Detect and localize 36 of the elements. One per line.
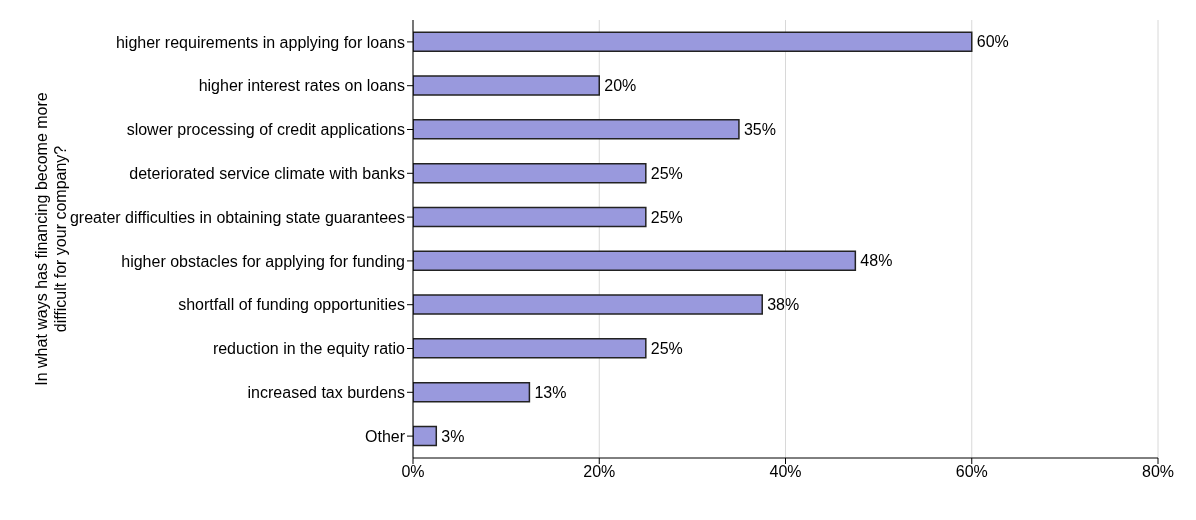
- y-tick-label: higher interest rates on loans: [198, 77, 405, 95]
- bar: [413, 119, 740, 140]
- data-label: 35%: [743, 121, 776, 139]
- bar: [413, 162, 647, 184]
- data-label: 20%: [604, 77, 637, 95]
- data-label: 25%: [650, 340, 683, 358]
- y-tick-label: increased tax burdens: [247, 383, 405, 401]
- bar: [413, 250, 857, 272]
- y-tick-label: deteriorated service climate with banks: [129, 164, 405, 182]
- data-label: 25%: [650, 164, 683, 182]
- x-tick-label: 40%: [769, 463, 802, 481]
- x-tick-label: 60%: [955, 463, 988, 481]
- bar: [413, 206, 647, 228]
- data-label: 25%: [650, 208, 683, 226]
- bar: [413, 338, 647, 359]
- data-label: 3%: [441, 427, 465, 445]
- y-tick-label: slower processing of credit applications: [126, 121, 405, 139]
- data-label: 38%: [767, 296, 800, 314]
- x-tick-label: 20%: [583, 463, 616, 481]
- y-tick-label: higher requirements in applying for loans: [115, 33, 405, 51]
- bar: [413, 75, 600, 96]
- bar: [413, 425, 438, 447]
- bar: [413, 381, 531, 403]
- x-tick-label: 0%: [401, 463, 425, 481]
- x-tick-label: 80%: [1141, 463, 1175, 481]
- bar: [413, 31, 973, 53]
- y-tick-label: Other: [364, 427, 406, 445]
- y-axis-title: In what ways has financing become more difficult for your company?: [32, 92, 69, 386]
- y-tick-label: reduction in the equity ratio: [212, 340, 406, 358]
- data-label: 13%: [534, 383, 567, 401]
- data-label: 48%: [860, 252, 893, 270]
- bar: [413, 294, 763, 315]
- y-tick-label: higher obstacles for applying for funding: [121, 252, 405, 270]
- data-label: 60%: [976, 33, 1009, 51]
- y-tick-label: shortfall of funding opportunities: [178, 296, 405, 314]
- y-tick-label: greater difficulties in obtaining state guarantees: [69, 208, 405, 226]
